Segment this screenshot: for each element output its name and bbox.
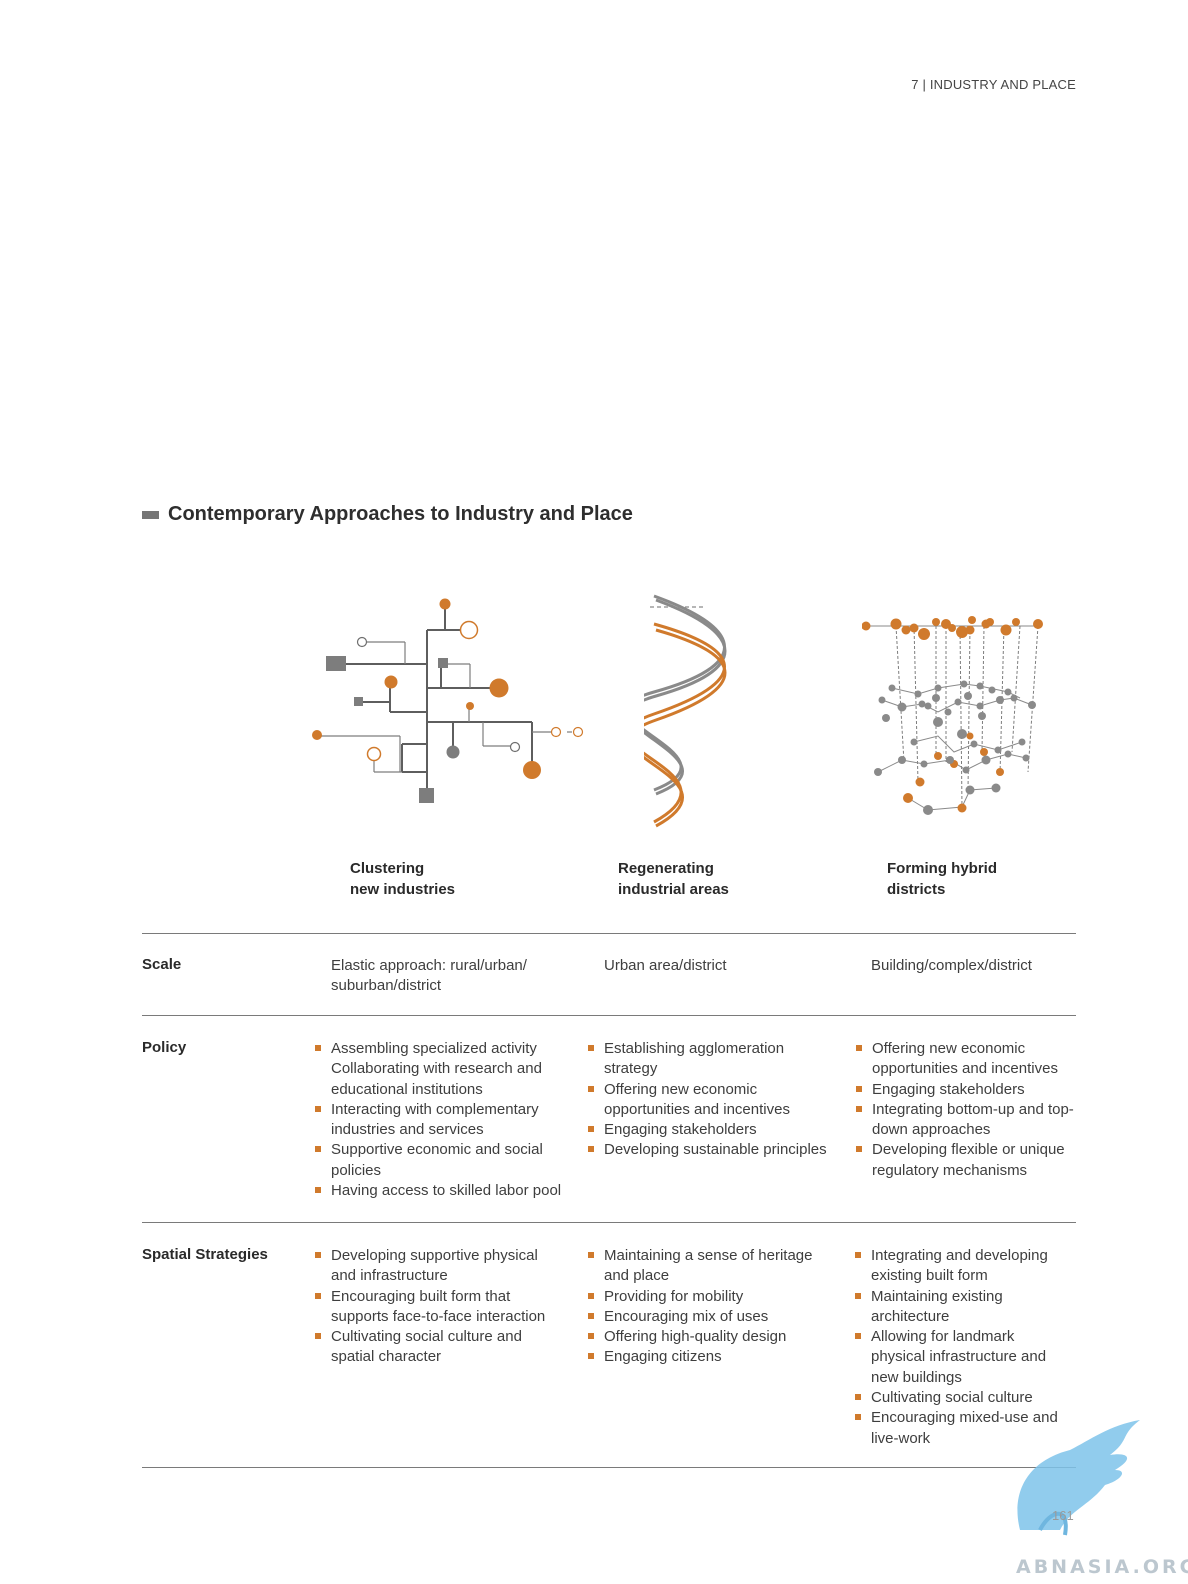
column-heading-clustering: Clustering new industries — [350, 858, 570, 900]
column-heading-line: Regenerating — [618, 860, 714, 877]
policy-cell-hybrid: Offering new economic opportunities and … — [856, 1039, 1078, 1181]
scale-cell-regenerating: Urban area/district — [604, 957, 727, 974]
list-item: Supportive economic and social policies — [315, 1140, 567, 1181]
column-heading-regenerating: Regenerating industrial areas — [618, 858, 838, 900]
page-number: 161 — [1052, 1508, 1074, 1523]
list-item: Offering high-quality design — [588, 1327, 828, 1347]
section-title-text: Contemporary Approaches to Industry and … — [168, 503, 633, 525]
list-item: Developing supportive physical and infra… — [315, 1246, 565, 1287]
list-item: Engaging stakeholders — [588, 1120, 828, 1140]
column-heading-line: industrial areas — [618, 881, 729, 898]
list-item: Integrating bottom-up and top-down appro… — [856, 1100, 1078, 1141]
scale-cell-hybrid: Building/complex/district — [871, 957, 1032, 974]
list-item: Establishing agglomeration strategy — [588, 1039, 828, 1080]
list-item: Allowing for landmark physical infrastru… — [855, 1327, 1067, 1388]
list-item: Having access to skilled labor pool — [315, 1181, 567, 1201]
griffin-watermark-icon — [1017, 1420, 1140, 1536]
list-item: Encouraging mixed-use and live-work — [855, 1408, 1067, 1449]
list-item: Interacting with complementary industrie… — [315, 1100, 567, 1141]
list-item: Cultivating social culture and spatial c… — [315, 1327, 565, 1368]
double-helix-diagram-icon — [644, 594, 727, 828]
spatial-cell-clustering: Developing supportive physical and infra… — [315, 1246, 565, 1368]
scale-cell-clustering: Elastic approach: rural/urban/ suburban/… — [331, 957, 527, 995]
list-item: Engaging stakeholders — [856, 1080, 1078, 1100]
row-label-spatial-strategies: Spatial Strategies — [142, 1246, 268, 1263]
row-label-policy: Policy — [142, 1039, 187, 1056]
column-heading-line: new industries — [350, 881, 456, 898]
table-rule — [142, 1467, 1076, 1468]
cluster-network-diagram-icon — [312, 598, 584, 803]
table-rule — [142, 1015, 1076, 1016]
policy-cell-regenerating: Establishing agglomeration strategy Offe… — [588, 1039, 828, 1161]
title-marker — [142, 510, 159, 519]
list-item: Offering new economic opportunities and … — [856, 1039, 1078, 1080]
column-heading-line: Forming hybrid — [887, 860, 997, 877]
table-rule — [142, 1222, 1076, 1223]
row-label-scale: Scale — [142, 956, 182, 973]
table-rule — [142, 933, 1076, 934]
column-heading-hybrid: Forming hybrid districts — [887, 858, 1107, 900]
spatial-cell-hybrid: Integrating and developing existing buil… — [855, 1246, 1067, 1449]
column-heading-line: Clustering — [350, 860, 425, 877]
policy-cell-clustering: Assembling specialized activity Collabor… — [315, 1039, 567, 1201]
list-item: Developing flexible or unique regulatory… — [856, 1140, 1078, 1181]
list-item: Encouraging built form that supports fac… — [315, 1287, 565, 1328]
running-header: 7 | INDUSTRY AND PLACE — [911, 77, 1076, 92]
section-title: Contemporary Approaches to Industry and … — [142, 503, 633, 526]
list-item: Encouraging mix of uses — [588, 1307, 828, 1327]
list-item: Providing for mobility — [588, 1287, 828, 1307]
list-item: Maintaining existing architecture — [855, 1287, 1067, 1328]
watermark-text: ABNASIA.ORG — [1016, 1556, 1188, 1578]
list-item: Maintaining a sense of heritage and plac… — [588, 1246, 828, 1287]
list-item: Offering new economic opportunities and … — [588, 1080, 828, 1121]
list-item: Cultivating social culture — [855, 1388, 1067, 1408]
list-item: Integrating and developing existing buil… — [855, 1246, 1067, 1287]
hybrid-lattice-diagram-icon — [862, 616, 1043, 815]
list-item: Assembling specialized activity Collabor… — [315, 1039, 567, 1100]
spatial-cell-regenerating: Maintaining a sense of heritage and plac… — [588, 1246, 828, 1368]
column-heading-line: districts — [887, 881, 946, 898]
list-item: Developing sustainable principles — [588, 1140, 828, 1160]
list-item: Engaging citizens — [588, 1347, 828, 1367]
